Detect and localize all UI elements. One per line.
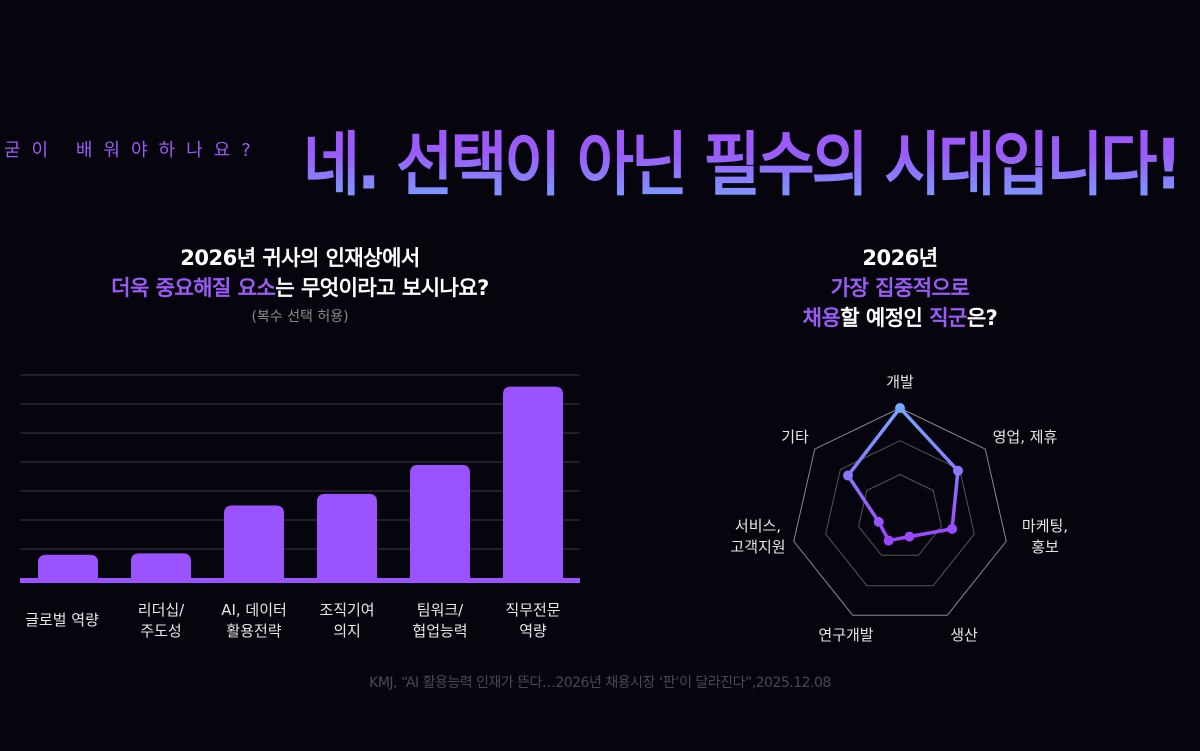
bar-chart-note: (복수 선택 허용) xyxy=(251,309,349,325)
bar xyxy=(131,553,191,578)
radar-axis-label: 영업, 제휴 xyxy=(993,428,1058,446)
radar-point xyxy=(895,403,905,413)
radar-title-text-d: 은? xyxy=(966,306,998,330)
radar-title-text-b: 할 예정인 xyxy=(840,306,930,330)
lead-question: 굳이 배워야하나요? xyxy=(4,140,262,161)
bar-title-line1: 2026년 귀사의 인재상에서 xyxy=(180,246,420,270)
bar-category-label: 리더십/ xyxy=(138,601,185,619)
bar xyxy=(503,386,563,578)
radar-series-line xyxy=(846,406,960,543)
radar-axis-label: 서비스, xyxy=(735,517,781,535)
source-citation: KMJ, “AI 활용능력 인재가 뜬다…2026년 채용시장 ‘판’이 달라진… xyxy=(369,675,831,691)
bar-category-label: 협업능력 xyxy=(412,622,467,640)
bar-title-highlight: 더욱 중요해질 요소 xyxy=(111,276,276,300)
radar-axis-label: 개발 xyxy=(886,373,914,391)
radar-axis-label: 기타 xyxy=(781,428,809,446)
radar-ring xyxy=(858,473,942,556)
headline: 네. 선택이 아닌 필수의 시대입니다! xyxy=(303,108,1183,209)
radar-chart-title: 2026년 가장 집중적으로 채용할 예정인 직군은? xyxy=(700,243,1100,333)
radar-axis-label: 연구개발 xyxy=(818,626,873,644)
bar-category-label: 의지 xyxy=(333,622,361,640)
bar xyxy=(224,505,284,578)
bar xyxy=(38,554,98,578)
bar-category-label: 팀워크/ xyxy=(417,601,464,619)
bar-category-label: 활용전략 xyxy=(226,622,281,640)
radar-ring xyxy=(793,407,1007,616)
bar-chart-title: 2026년 귀사의 인재상에서 더욱 중요해질 요소는 무엇이라고 보시나요? xyxy=(0,243,600,303)
radar-title-hl-a: 채용 xyxy=(802,306,841,330)
radar-point xyxy=(873,516,884,527)
radar-axis-label: 홍보 xyxy=(1031,538,1059,556)
radar-title-line3: 채용할 예정인 직군은? xyxy=(700,303,1100,333)
radar-axis-label: 생산 xyxy=(950,626,978,644)
radar-point xyxy=(883,535,894,546)
bar-category-label: 글로벌 역량 xyxy=(25,611,99,629)
bar xyxy=(410,464,470,578)
radar-point xyxy=(843,470,854,481)
radar-title-line2: 가장 집중적으로 xyxy=(830,276,970,300)
radar-point xyxy=(904,531,915,542)
radar-title-line1: 2026년 xyxy=(862,246,938,270)
bar-title-line2: 더욱 중요해질 요소는 무엇이라고 보시나요? xyxy=(0,273,600,303)
radar-point xyxy=(947,523,958,534)
bar xyxy=(317,493,377,578)
bar-category-label: 조직기여 xyxy=(319,601,374,619)
bar-category-label: 직무전문 xyxy=(505,601,560,619)
bar-category-label: AI, 데이터 xyxy=(221,601,287,619)
radar-axis-label: 고객지원 xyxy=(730,538,785,556)
radar-ring xyxy=(825,440,975,587)
bar-axis-baseline xyxy=(20,578,580,583)
radar-title-hl-c: 직군 xyxy=(929,306,967,330)
bar-category-label: 역량 xyxy=(519,622,547,640)
radar-axis-label: 마케팅, xyxy=(1022,517,1068,535)
bar-category-label: 주도성 xyxy=(140,622,181,640)
radar-point xyxy=(952,465,963,476)
bar-title-rest: 는 무엇이라고 보시나요? xyxy=(275,276,489,300)
